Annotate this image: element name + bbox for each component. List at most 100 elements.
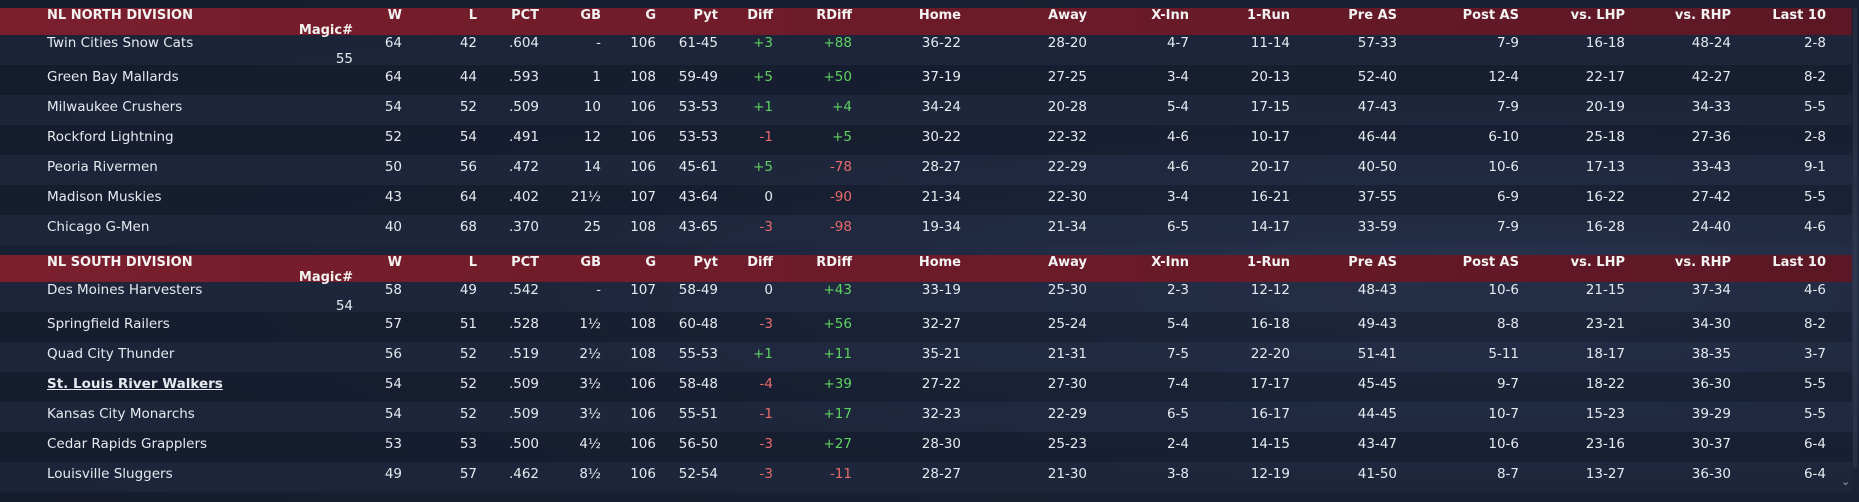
table-row[interactable]: Springfield Railers 57 51 .528 1½ 108 60-48 -3 +… [0, 312, 1852, 342]
team-name-link[interactable]: Des Moines Harvesters [47, 282, 203, 298]
cell-post-allstar: 10-7 [1488, 405, 1519, 422]
column-header-one-run[interactable]: 1-Run [1247, 255, 1290, 270]
cell-games-behind: 2½ [579, 345, 601, 362]
column-header-pct[interactable]: PCT [511, 255, 539, 270]
column-header-losses[interactable]: L [468, 8, 477, 23]
cell-wins: 64 [384, 35, 402, 51]
cell-games-behind: 3½ [579, 375, 601, 392]
column-header-wins[interactable]: W [387, 8, 402, 23]
team-name-link[interactable]: Twin Cities Snow Cats [47, 35, 194, 51]
cell-diff: -4 [759, 375, 773, 392]
column-header-pre-allstar[interactable]: Pre AS [1348, 8, 1397, 23]
cell-games-behind: 8½ [579, 465, 601, 482]
table-row[interactable]: Twin Cities Snow Cats 64 42 .604 - 106 61-45 +3… [0, 35, 1852, 67]
cell-extra-innings: 7-4 [1166, 375, 1189, 392]
column-header-games[interactable]: G [645, 8, 656, 23]
cell-one-run: 14-17 [1250, 218, 1290, 235]
column-header-home[interactable]: Home [918, 255, 961, 270]
team-name-link[interactable]: Louisville Sluggers [47, 465, 173, 482]
cell-games-behind: 4½ [579, 435, 601, 452]
column-header-pythag[interactable]: Pyt [693, 8, 718, 23]
column-header-vs-lhp[interactable]: vs. LHP [1570, 8, 1625, 23]
table-row[interactable]: Chicago G-Men 40 68 .370 25 108 43-65 -3 -98 19-3… [0, 215, 1852, 245]
column-header-wins[interactable]: W [387, 255, 402, 270]
cell-run-diff: +17 [823, 405, 853, 422]
cell-last-10: 4-6 [1803, 282, 1826, 298]
cell-run-diff: +88 [823, 35, 853, 51]
cell-pct: .370 [508, 218, 539, 235]
cell-run-diff: +4 [832, 98, 852, 115]
cell-post-allstar: 6-10 [1488, 128, 1519, 145]
division-section: NL SOUTH DIVISION W L PCT GB G Pyt Diff RDiff Hom… [0, 255, 1852, 492]
team-name-link[interactable]: Cedar Rapids Grapplers [47, 435, 208, 452]
column-header-vs-rhp[interactable]: vs. RHP [1674, 255, 1731, 270]
column-header-diff[interactable]: Diff [747, 8, 773, 23]
cell-losses: 56 [459, 158, 477, 175]
column-header-extra-innings[interactable]: X-Inn [1151, 255, 1189, 270]
cell-pythag: 59-49 [678, 68, 718, 85]
column-header-pythag[interactable]: Pyt [693, 255, 718, 270]
team-name-link[interactable]: Milwaukee Crushers [47, 98, 183, 115]
table-row[interactable]: Cedar Rapids Grapplers 53 53 .500 4½ 106 56-50… [0, 432, 1852, 462]
column-header-diff[interactable]: Diff [747, 255, 773, 270]
cell-games-behind: - [596, 282, 601, 298]
column-header-post-allstar[interactable]: Post AS [1462, 255, 1519, 270]
team-name-link[interactable]: Madison Muskies [47, 188, 162, 205]
cell-pct: .462 [508, 465, 539, 482]
column-header-losses[interactable]: L [468, 255, 477, 270]
team-name-link[interactable]: Green Bay Mallards [47, 68, 179, 85]
cell-games: 106 [630, 465, 656, 482]
cell-games: 106 [630, 98, 656, 115]
table-row[interactable]: Milwaukee Crushers 54 52 .509 10 106 53-53 +1 +4… [0, 95, 1852, 125]
cell-run-diff: -90 [829, 188, 852, 205]
table-row[interactable]: Peoria Rivermen 50 56 .472 14 106 45-61 +5 -78 28… [0, 155, 1852, 185]
table-row[interactable]: Des Moines Harvesters 58 49 .542 - 107 58-49 0 +… [0, 282, 1852, 314]
team-name-link[interactable]: Rockford Lightning [47, 128, 174, 145]
column-header-away[interactable]: Away [1048, 255, 1087, 270]
table-row[interactable]: Louisville Sluggers 49 57 .462 8½ 106 52-54 -3 -… [0, 462, 1852, 492]
column-header-last-10[interactable]: Last 10 [1772, 8, 1826, 23]
cell-wins: 50 [384, 158, 402, 175]
table-row[interactable]: Quad City Thunder 56 52 .519 2½ 108 55-53 +1 +11… [0, 342, 1852, 372]
table-row[interactable]: Madison Muskies 43 64 .402 21½ 107 43-64 0 -90 21… [0, 185, 1852, 215]
column-header-magic-number[interactable]: Magic# [298, 270, 353, 285]
column-header-vs-rhp[interactable]: vs. RHP [1674, 8, 1731, 23]
column-header-magic-number[interactable]: Magic# [298, 23, 353, 38]
vertical-scrollbar[interactable] [1853, 8, 1857, 468]
column-header-pct[interactable]: PCT [511, 8, 539, 23]
column-header-pre-allstar[interactable]: Pre AS [1348, 255, 1397, 270]
column-header-home[interactable]: Home [918, 8, 961, 23]
column-header-one-run[interactable]: 1-Run [1247, 8, 1290, 23]
column-header-extra-innings[interactable]: X-Inn [1151, 8, 1189, 23]
table-row[interactable]: Kansas City Monarchs 54 52 .509 3½ 106 55-51 -1… [0, 402, 1852, 432]
table-row[interactable]: St. Louis River Walkers 54 52 .509 3½ 106 58-4… [0, 372, 1852, 402]
column-header-last-10[interactable]: Last 10 [1772, 255, 1826, 270]
column-header-away[interactable]: Away [1048, 8, 1087, 23]
column-header-games[interactable]: G [645, 255, 656, 270]
team-name-link[interactable]: Springfield Railers [47, 315, 170, 332]
team-name-link[interactable]: St. Louis River Walkers [47, 375, 223, 392]
cell-pre-allstar: 44-45 [1357, 405, 1397, 422]
cell-run-diff: -11 [829, 465, 852, 482]
table-row[interactable]: Rockford Lightning 52 54 .491 12 106 53-53 -1 +5… [0, 125, 1852, 155]
table-row[interactable]: Green Bay Mallards 64 44 .593 1 108 59-49 +5 +50… [0, 65, 1852, 95]
cell-games-behind: 14 [583, 158, 601, 175]
cell-games: 108 [630, 218, 656, 235]
column-header-vs-lhp[interactable]: vs. LHP [1570, 255, 1625, 270]
cell-losses: 54 [459, 128, 477, 145]
team-name-link[interactable]: Kansas City Monarchs [47, 405, 195, 422]
team-name-link[interactable]: Chicago G-Men [47, 218, 150, 235]
column-header-games-behind[interactable]: GB [580, 8, 601, 23]
team-name-link[interactable]: Quad City Thunder [47, 345, 175, 362]
cell-vs-rhp: 34-33 [1691, 98, 1731, 115]
cell-wins: 56 [384, 345, 402, 362]
cell-wins: 57 [384, 315, 402, 332]
cell-extra-innings: 6-5 [1166, 218, 1189, 235]
cell-home: 37-19 [921, 68, 961, 85]
column-header-run-diff[interactable]: RDiff [816, 8, 852, 23]
column-header-games-behind[interactable]: GB [580, 255, 601, 270]
team-name-link[interactable]: Peoria Rivermen [47, 158, 158, 175]
column-header-run-diff[interactable]: RDiff [816, 255, 852, 270]
chevron-down-icon[interactable]: ⌄ [1841, 475, 1851, 488]
column-header-post-allstar[interactable]: Post AS [1462, 8, 1519, 23]
